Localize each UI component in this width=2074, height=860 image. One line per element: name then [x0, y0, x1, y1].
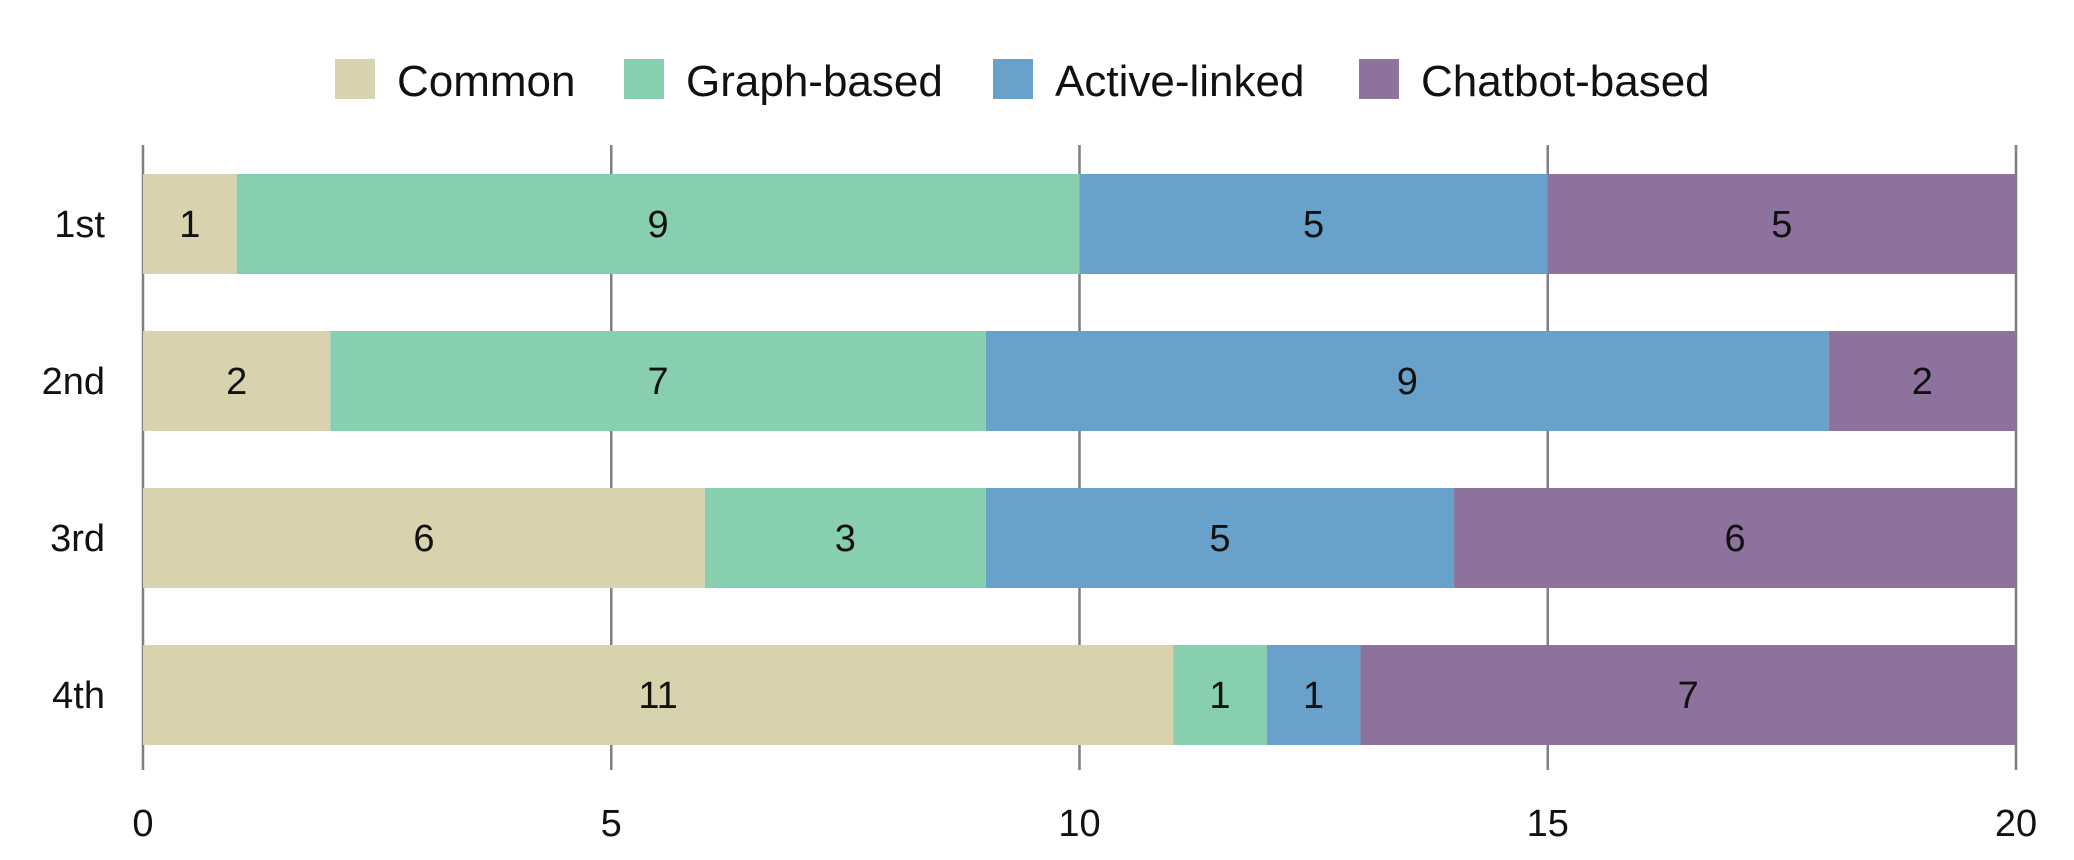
- legend-swatch-active-linked: [993, 59, 1033, 99]
- x-tick-label-0: 0: [132, 803, 153, 845]
- bar-4th-graph-based: [1173, 645, 1267, 745]
- data-label-2nd-active-linked: 9: [1397, 361, 1418, 403]
- data-label-1st-graph-based: 9: [648, 204, 669, 246]
- legend-label-active-linked: Active-linked: [1055, 57, 1304, 106]
- bar-1st-chatbot-based: [1547, 174, 2016, 274]
- data-label-2nd-chatbot-based: 2: [1912, 361, 1933, 403]
- data-label-1st-active-linked: 5: [1303, 204, 1324, 246]
- category-label-1st: 1st: [54, 204, 105, 246]
- legend-swatch-common: [335, 59, 375, 99]
- x-tick-label-10: 10: [1058, 803, 1100, 845]
- bar-1st-active-linked: [1079, 174, 1548, 274]
- category-labels: 1st 2nd 3rd 4th: [42, 204, 106, 717]
- bar-3rd-graph-based: [704, 488, 986, 588]
- data-label-4th-chatbot-based: 7: [1678, 675, 1699, 717]
- data-label-3rd-graph-based: 3: [835, 518, 856, 560]
- legend-label-common: Common: [397, 57, 576, 106]
- data-label-4th-active-linked: 1: [1303, 675, 1324, 717]
- data-label-4th-common: 11: [638, 675, 677, 717]
- data-label-2nd-graph-based: 7: [648, 361, 669, 403]
- bar-2nd-chatbot-based: [1828, 331, 2016, 431]
- bar-4th-common: [143, 645, 1174, 745]
- bar-3rd-common: [143, 488, 705, 588]
- legend-swatch-chatbot-based: [1359, 59, 1399, 99]
- legend-swatch-graph-based: [624, 59, 664, 99]
- category-label-3rd: 3rd: [50, 518, 105, 560]
- bar-2nd-graph-based: [330, 331, 986, 431]
- bar-1st-graph-based: [236, 174, 1080, 274]
- x-tick-label-5: 5: [601, 803, 622, 845]
- bar-3rd-active-linked: [985, 488, 1455, 588]
- legend: Common Graph-based Active-linked Chatbot-ba…: [335, 57, 1710, 106]
- bar-3rd-chatbot-based: [1454, 488, 2016, 588]
- x-tick-label-20: 20: [1995, 803, 2037, 845]
- x-tick-label-15: 15: [1527, 803, 1569, 845]
- bar-2nd-active-linked: [985, 331, 1829, 431]
- x-axis-tick-labels: 0 5 10 15 20: [132, 803, 2037, 845]
- data-label-1st-common: 1: [179, 204, 200, 246]
- bar-1st-common: [143, 174, 237, 274]
- category-label-4th: 4th: [52, 675, 105, 717]
- bar-4th-chatbot-based: [1360, 645, 2016, 745]
- bar-4th-active-linked: [1266, 645, 1361, 745]
- data-label-3rd-common: 6: [413, 518, 434, 560]
- data-label-3rd-chatbot-based: 6: [1724, 518, 1745, 560]
- category-label-2nd: 2nd: [42, 361, 105, 403]
- legend-label-graph-based: Graph-based: [686, 57, 943, 106]
- bar-2nd-common: [143, 331, 331, 431]
- data-label-1st-chatbot-based: 5: [1771, 204, 1792, 246]
- data-label-4th-graph-based: 1: [1209, 675, 1230, 717]
- data-label-3rd-active-linked: 5: [1209, 518, 1230, 560]
- legend-label-chatbot-based: Chatbot-based: [1421, 57, 1710, 106]
- bars: 1 9 5 52 7 9 26 3 5 611 1 1 7: [143, 174, 2016, 745]
- data-label-2nd-common: 2: [226, 361, 247, 403]
